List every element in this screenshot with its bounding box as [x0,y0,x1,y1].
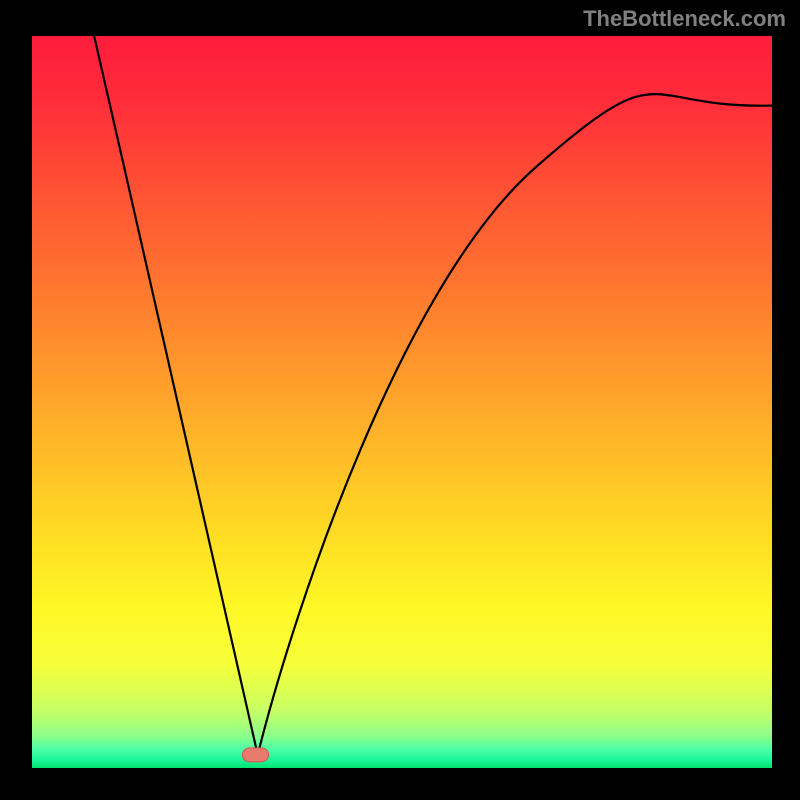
watermark-text: TheBottleneck.com [583,6,786,32]
minimum-marker [242,748,268,762]
chart-svg [32,36,772,768]
gradient-background [32,36,772,768]
plot-area [32,36,772,768]
